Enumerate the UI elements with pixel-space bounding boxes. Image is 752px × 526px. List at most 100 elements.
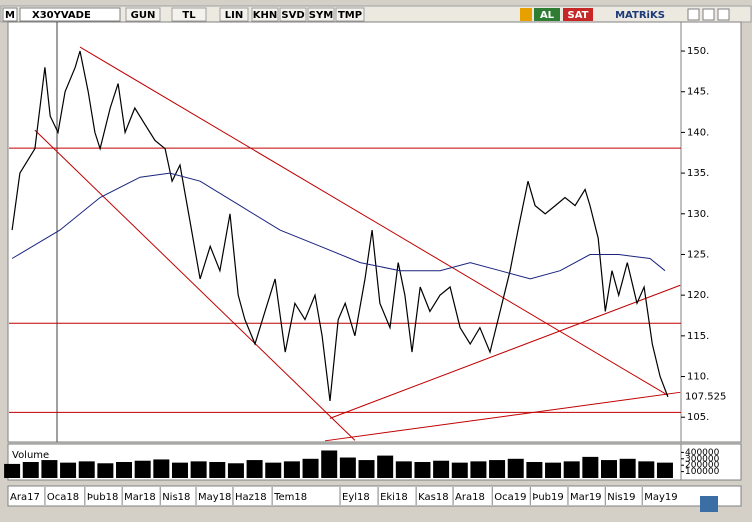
volume-bar <box>489 460 506 478</box>
trend-line <box>325 391 681 442</box>
toolbar-button[interactable] <box>335 7 365 22</box>
toolbar-button[interactable] <box>171 7 207 22</box>
volume-bar <box>619 458 636 478</box>
volume-bar <box>153 459 170 478</box>
price-line <box>11 50 669 401</box>
volume-bar <box>4 463 21 478</box>
y-tick-label: 135. <box>687 168 709 179</box>
toolbar-button[interactable] <box>279 7 307 22</box>
buy-button[interactable] <box>534 8 560 21</box>
y-tick-label: 105. <box>687 412 709 423</box>
toolbar-label: GUN <box>131 10 156 21</box>
settings-icon[interactable] <box>700 496 718 512</box>
last-price-box <box>682 390 728 403</box>
volume-bar <box>283 461 300 478</box>
x-tick-label: Haz18 <box>235 492 267 503</box>
y-tick-label: 120. <box>687 290 709 301</box>
volume-tick-label: 100000 <box>685 467 720 477</box>
volume-bar <box>41 460 58 478</box>
volume-bar <box>22 462 39 478</box>
logo-box <box>2 7 18 22</box>
volume-bar <box>134 460 151 478</box>
toolbar-label: TMP <box>338 10 362 21</box>
volume-bar <box>321 450 338 478</box>
y-tick-label: 140. <box>687 127 709 138</box>
toolbar-label: SVD <box>281 10 304 21</box>
brand: MATRiKS <box>615 10 665 21</box>
y-tick-label: 125. <box>687 249 709 260</box>
symbol: X30YVADE <box>32 10 91 21</box>
x-tick-label: May19 <box>644 492 677 503</box>
volume-bar <box>97 463 114 478</box>
volume-bar <box>265 462 282 478</box>
sell-button[interactable] <box>563 8 593 21</box>
price-pane <box>7 21 682 443</box>
last-price: 107.525 <box>685 392 726 403</box>
volume-bar <box>656 462 673 478</box>
x-tick-label: Mar19 <box>570 492 602 503</box>
toolbar-button[interactable] <box>219 7 249 22</box>
volume-bar <box>395 461 412 478</box>
volume-bar <box>190 461 207 478</box>
toolbar-label: KHN <box>253 10 278 21</box>
volume-axis <box>680 443 742 481</box>
x-tick-label: Mar18 <box>124 492 156 503</box>
x-tick-label: Nis19 <box>607 492 635 503</box>
volume-bar <box>414 462 431 478</box>
volume-bar <box>78 461 95 478</box>
volume-tick-label: 200000 <box>685 461 720 471</box>
x-tick-label: Kas18 <box>418 492 448 503</box>
toolbar-button[interactable] <box>307 7 335 22</box>
volume-bar <box>433 460 450 478</box>
x-tick-label: Oca18 <box>47 492 79 503</box>
volume-bar <box>116 462 133 478</box>
volume-label: Volume <box>12 450 49 461</box>
volume-bar <box>171 462 188 478</box>
y-tick-label: 130. <box>687 209 709 220</box>
buy: AL <box>540 10 555 21</box>
price-axis <box>680 21 742 443</box>
sell: SAT <box>568 10 589 21</box>
x-tick-label: Þub18 <box>87 492 118 503</box>
volume-bar <box>227 463 244 478</box>
volume-bar <box>339 457 356 478</box>
x-tick-label: Oca19 <box>494 492 526 503</box>
y-tick-label: 145. <box>687 87 709 98</box>
volume-bar <box>545 462 562 478</box>
volume-bar <box>600 460 617 478</box>
toolbar-button[interactable] <box>125 7 161 22</box>
symbol-box[interactable] <box>19 7 121 22</box>
x-tick-label: Eyl18 <box>342 492 370 503</box>
x-tick-label: Ara18 <box>455 492 485 503</box>
volume-tick-label: 300000 <box>685 454 720 464</box>
volume-bar <box>246 460 263 478</box>
x-tick-label: Nis18 <box>162 492 190 503</box>
trend-line <box>79 46 669 396</box>
moving-average <box>11 172 666 280</box>
trend-line <box>329 284 681 419</box>
logo: M <box>5 10 15 21</box>
volume-bar <box>526 462 543 478</box>
y-tick-label: 150. <box>687 46 709 57</box>
volume-bar <box>209 462 226 478</box>
y-tick-label: 110. <box>687 372 709 383</box>
toolbar-label: TL <box>182 10 196 21</box>
volume-bar <box>638 461 655 478</box>
x-tick-label: Tem18 <box>273 492 307 503</box>
toolbar-button[interactable] <box>251 7 279 22</box>
close-button[interactable] <box>717 8 730 21</box>
max-button[interactable] <box>702 8 715 21</box>
volume-bar <box>582 456 599 478</box>
refresh-icon[interactable] <box>520 8 532 21</box>
volume-bar <box>60 462 77 478</box>
x-tick-label: Ara17 <box>10 492 40 503</box>
volume-bar <box>302 458 319 478</box>
volume-tick-label: 400000 <box>685 448 720 458</box>
x-tick-label: May18 <box>198 492 231 503</box>
x-tick-label: Eki18 <box>380 492 408 503</box>
toolbar-label: LIN <box>225 10 243 21</box>
x-tick-label: Þub19 <box>532 492 563 503</box>
volume-bar <box>451 462 468 478</box>
min-button[interactable] <box>687 8 700 21</box>
